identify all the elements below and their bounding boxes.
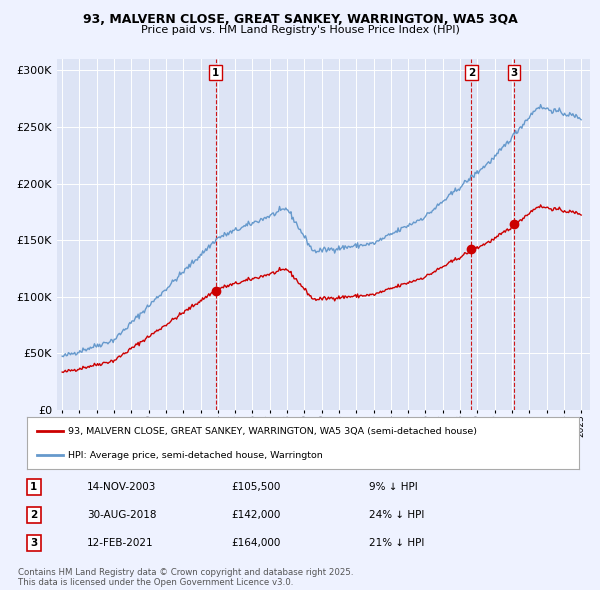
Text: 93, MALVERN CLOSE, GREAT SANKEY, WARRINGTON, WA5 3QA: 93, MALVERN CLOSE, GREAT SANKEY, WARRING…	[83, 13, 517, 26]
Text: 12-FEB-2021: 12-FEB-2021	[87, 538, 154, 548]
Text: HPI: Average price, semi-detached house, Warrington: HPI: Average price, semi-detached house,…	[68, 451, 323, 460]
Text: 24% ↓ HPI: 24% ↓ HPI	[369, 510, 424, 520]
Text: 2: 2	[468, 68, 475, 78]
Text: £164,000: £164,000	[231, 538, 280, 548]
Text: 3: 3	[511, 68, 518, 78]
Text: 1: 1	[212, 68, 219, 78]
Text: 21% ↓ HPI: 21% ↓ HPI	[369, 538, 424, 548]
Text: 9% ↓ HPI: 9% ↓ HPI	[369, 481, 418, 491]
Text: 2: 2	[30, 510, 38, 520]
Text: Price paid vs. HM Land Registry's House Price Index (HPI): Price paid vs. HM Land Registry's House …	[140, 25, 460, 35]
Text: Contains HM Land Registry data © Crown copyright and database right 2025.
This d: Contains HM Land Registry data © Crown c…	[18, 568, 353, 587]
Text: 1: 1	[30, 481, 38, 491]
Text: £105,500: £105,500	[231, 481, 280, 491]
Text: 93, MALVERN CLOSE, GREAT SANKEY, WARRINGTON, WA5 3QA (semi-detached house): 93, MALVERN CLOSE, GREAT SANKEY, WARRING…	[68, 427, 478, 435]
Text: 14-NOV-2003: 14-NOV-2003	[87, 481, 156, 491]
Text: 30-AUG-2018: 30-AUG-2018	[87, 510, 157, 520]
Text: £142,000: £142,000	[231, 510, 280, 520]
Text: 3: 3	[30, 538, 38, 548]
